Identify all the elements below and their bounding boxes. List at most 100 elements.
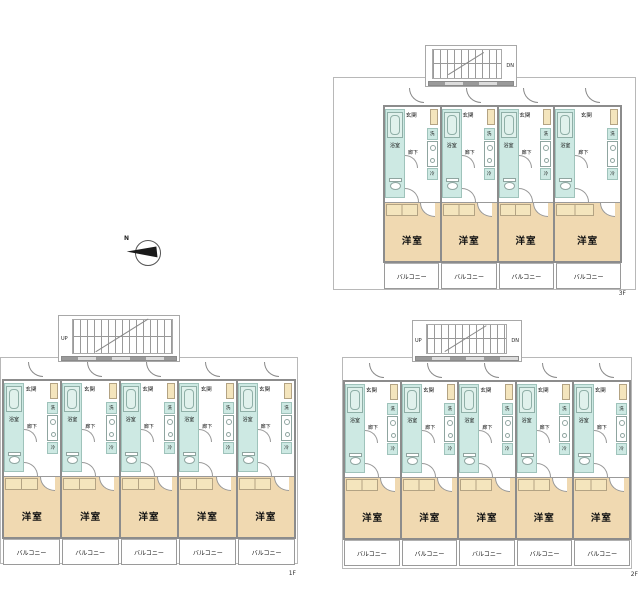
hallway-label: 廊下 — [482, 425, 493, 431]
bathtub-inner — [560, 115, 571, 135]
burner-icon — [610, 158, 616, 163]
bathroom-door-arc — [422, 430, 436, 443]
hallway-label: 廊下 — [539, 425, 550, 431]
burner-icon — [487, 158, 493, 163]
toilet-tank — [389, 178, 402, 182]
hallway-label: 廊下 — [202, 424, 213, 430]
mini-kitchen — [540, 141, 552, 167]
balcony-label: バルコニー — [529, 550, 560, 558]
bathroom-area: 浴室 — [179, 383, 200, 472]
room-door-arc — [494, 478, 510, 492]
fridge-label: 冷 — [610, 172, 615, 177]
bathroom-door-arc — [575, 155, 589, 168]
room-door-arc — [476, 203, 492, 217]
entrance-label: 玄関 — [462, 113, 474, 119]
unit-entry-area: 玄関 浴室 廊下 洗 冷 — [62, 381, 119, 476]
sink-icon — [284, 419, 291, 425]
kitchen-column: 洗 冷 — [444, 403, 456, 455]
closet — [346, 479, 379, 491]
room-door-arc — [380, 478, 396, 492]
toilet-bowl — [521, 457, 533, 465]
fridge-box: 冷 — [606, 168, 618, 180]
washer-box: 洗 — [47, 402, 59, 414]
stair-landing — [415, 356, 519, 361]
bathtub-inner — [407, 390, 418, 410]
toilet-tank — [349, 453, 362, 457]
compass: N — [124, 234, 166, 272]
bathtub — [461, 387, 478, 413]
bathroom-label: 浴室 — [464, 418, 475, 424]
stair-landing — [428, 81, 514, 86]
unit-entry-area: 玄関 浴室 廊下 洗 冷 — [179, 381, 236, 476]
corridor-cell — [383, 85, 440, 105]
main-room-label: 洋室 — [476, 513, 498, 524]
washer-box: 洗 — [540, 128, 552, 140]
fridge-box: 冷 — [105, 442, 117, 454]
bathroom-door-arc — [24, 429, 37, 442]
toilet-tank — [502, 178, 516, 182]
bathtub — [6, 386, 22, 412]
fridge-label: 冷 — [562, 447, 567, 452]
corridor-cell — [555, 85, 622, 105]
washer-label: 洗 — [447, 407, 453, 412]
bathroom-area: 浴室 — [345, 384, 365, 473]
bathtub-inner — [390, 115, 400, 135]
corridor-cell — [178, 359, 237, 379]
room-door-arc — [40, 477, 56, 491]
toilet-tank — [124, 452, 138, 456]
entrance-door-arc — [28, 362, 44, 377]
balcony-label: バルコニー — [511, 273, 542, 281]
fridge-box: 冷 — [387, 443, 399, 455]
fridge-label: 冷 — [284, 446, 289, 451]
entrance-label: 玄関 — [365, 388, 377, 394]
balcony: バルコニー — [441, 263, 497, 289]
bathroom-door-arc — [536, 430, 550, 443]
shoe-cabinet — [609, 109, 618, 125]
hallway-door-arc — [422, 463, 437, 477]
bathroom-area: 浴室 — [237, 383, 258, 472]
floor-label-1f: 1F — [288, 570, 296, 577]
corridor-cell — [2, 359, 61, 379]
staircase-2f: UP DN — [412, 320, 522, 362]
fridge-box: 冷 — [281, 442, 293, 454]
hallway-door-arc — [461, 188, 476, 202]
fridge-box: 冷 — [616, 443, 628, 455]
entrance-door-arc — [408, 88, 424, 103]
corridor-cell — [343, 360, 401, 380]
washer-label: 洗 — [504, 407, 510, 412]
toilet — [183, 452, 197, 465]
balcony: バルコニー — [238, 539, 295, 565]
main-room-label: 洋室 — [255, 512, 277, 523]
mini-kitchen — [387, 416, 399, 442]
corridor-cell — [440, 85, 497, 105]
kitchen-column: 洗 冷 — [222, 402, 234, 454]
hallway-label: 廊下 — [425, 425, 436, 431]
bathroom-area: 浴室 — [459, 384, 480, 473]
washer-label: 洗 — [109, 406, 114, 411]
main-room-label: 洋室 — [401, 236, 423, 247]
floorplan-1f: UP 玄関 浴室 — [0, 310, 300, 592]
corridor-cell — [516, 360, 574, 380]
shoe-cabinet — [486, 109, 495, 125]
burner-icon — [543, 158, 549, 163]
burner-icon — [226, 432, 232, 437]
shoe-cabinet — [284, 383, 293, 399]
apartment-unit: 玄関 浴室 廊下 洗 冷 — [553, 107, 620, 261]
balcony: バルコニー — [516, 540, 573, 566]
entrance-label: 玄関 — [537, 388, 549, 394]
unit-entry-area: 玄関 浴室 廊下 洗 冷 — [237, 381, 295, 476]
hallway-door-arc — [82, 462, 97, 476]
bathroom-area: 浴室 — [516, 384, 537, 473]
main-room-label: 洋室 — [138, 512, 160, 523]
washer-label: 洗 — [430, 132, 435, 137]
bathtub-inner — [521, 390, 532, 410]
toilet-bowl — [560, 182, 572, 190]
main-room: 洋室 — [237, 476, 295, 537]
entrance-label: 玄関 — [259, 387, 271, 393]
washer-box: 洗 — [483, 128, 495, 140]
apartment-unit: 玄関 浴室 廊下 洗 冷 — [571, 382, 630, 538]
bathroom-label: 浴室 — [67, 417, 78, 423]
main-room: 洋室 — [179, 476, 236, 537]
unit-entry-area: 玄関 浴室 廊下 洗 冷 — [345, 382, 401, 477]
kitchen-column: 洗 冷 — [558, 403, 570, 455]
